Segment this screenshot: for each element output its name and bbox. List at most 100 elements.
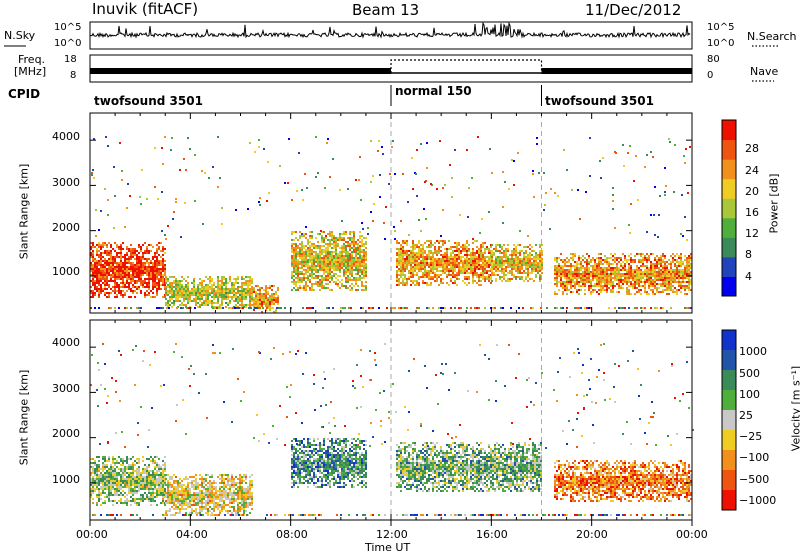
range-cell	[231, 286, 233, 288]
range-cell	[92, 296, 94, 298]
range-cell	[486, 278, 488, 280]
range-cell	[430, 260, 432, 262]
range-cell	[527, 272, 529, 274]
range-cell	[600, 285, 602, 287]
range-cell	[622, 275, 624, 277]
range-cell	[515, 256, 517, 258]
range-cell	[357, 271, 359, 273]
range-cell	[319, 233, 321, 235]
range-cell	[331, 235, 333, 237]
range-cell	[676, 273, 678, 275]
range-cell	[486, 272, 488, 274]
range-cell	[219, 286, 221, 288]
range-cell	[297, 277, 299, 279]
range-cell	[211, 286, 213, 288]
range-cell	[321, 259, 323, 261]
range-cell	[134, 248, 136, 250]
range-cell	[664, 275, 666, 277]
range-cell	[404, 260, 406, 262]
freq-band-3	[541, 68, 692, 74]
range-cell	[199, 290, 201, 292]
range-cell	[442, 258, 444, 260]
range-cell	[430, 268, 432, 270]
range-cell	[682, 273, 684, 275]
range-cell	[381, 146, 383, 148]
range-cell	[604, 289, 606, 291]
range-cell	[434, 266, 436, 268]
range-cell	[426, 142, 428, 144]
range-cell	[116, 272, 118, 274]
range-cell	[271, 293, 273, 295]
range-cell	[152, 272, 154, 274]
range-cell	[95, 209, 97, 211]
range-cell	[110, 480, 112, 482]
range-cell	[225, 282, 227, 284]
range-cell	[211, 292, 213, 294]
range-cell	[505, 268, 507, 270]
range-cell	[614, 227, 616, 229]
range-cell	[476, 252, 478, 254]
range-cell	[297, 247, 299, 249]
range-cell	[179, 288, 181, 290]
range-cell	[152, 266, 154, 268]
range-cell	[578, 307, 580, 309]
range-cell	[660, 261, 662, 263]
range-cell	[351, 237, 353, 239]
range-cell	[505, 248, 507, 250]
range-cell	[646, 279, 648, 281]
range-cell	[156, 294, 158, 296]
range-cell	[446, 252, 448, 254]
range-cell	[451, 177, 453, 179]
range-cell	[600, 263, 602, 265]
range-cell	[124, 272, 126, 274]
range-cell	[94, 282, 96, 284]
range-cell	[440, 260, 442, 262]
range-cell	[181, 296, 183, 298]
range-cell	[660, 307, 662, 309]
range-cell	[114, 482, 116, 484]
range-cell	[628, 255, 630, 257]
range-cell	[162, 276, 164, 278]
range-cell	[349, 233, 351, 235]
range-cell	[345, 271, 347, 273]
range-cell	[121, 179, 123, 181]
range-cell	[98, 288, 100, 290]
range-cell	[513, 184, 515, 186]
range-cell	[162, 250, 164, 252]
range-cell	[315, 136, 317, 138]
range-cell	[418, 258, 420, 260]
range-cell	[363, 269, 365, 271]
range-cell	[311, 249, 313, 251]
range-cell	[136, 256, 138, 258]
range-cell	[499, 262, 501, 264]
range-cell	[126, 502, 128, 504]
range-cell	[624, 273, 626, 275]
range-cell	[600, 279, 602, 281]
range-cell	[306, 307, 308, 309]
range-cell	[598, 273, 600, 275]
range-cell	[201, 302, 203, 304]
range-cell	[406, 278, 408, 280]
range-cell	[365, 257, 367, 259]
range-cell	[299, 231, 301, 233]
range-cell	[148, 266, 150, 268]
range-cell	[620, 287, 622, 289]
range-cell	[152, 270, 154, 272]
range-cell	[156, 264, 158, 266]
range-cell	[296, 190, 298, 192]
range-cell	[454, 149, 456, 151]
range-cell	[478, 258, 480, 260]
range-cell	[235, 278, 237, 280]
range-cell	[410, 264, 412, 266]
range-cell	[533, 268, 535, 270]
range-cell	[311, 265, 313, 267]
range-cell	[478, 280, 480, 282]
range-cell	[628, 263, 630, 265]
range-cell	[398, 248, 400, 250]
range-cell	[116, 474, 118, 476]
range-cell	[482, 256, 484, 258]
range-cell	[247, 282, 249, 284]
range-cell	[327, 243, 329, 245]
range-cell	[205, 290, 207, 292]
range-cell	[476, 264, 478, 266]
